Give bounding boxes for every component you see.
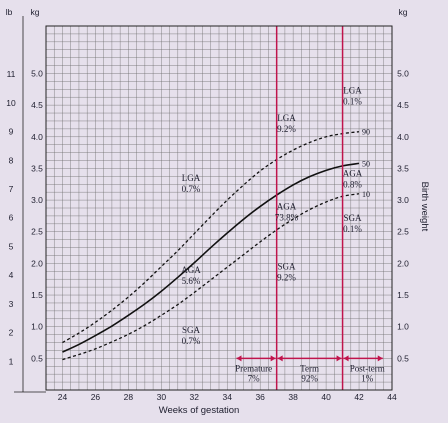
lb-tick-label: 1	[9, 356, 14, 366]
lb-tick-label: 7	[9, 184, 14, 194]
x-tick-label: 42	[354, 392, 364, 402]
classification-label: AGA	[181, 265, 201, 275]
x-tick-label: 30	[157, 392, 167, 402]
percentile-label-10: 10	[362, 190, 370, 199]
lb-tick-label: 8	[9, 155, 14, 165]
kg-tick-label-right: 3.5	[397, 163, 409, 173]
period-label: Premature	[235, 363, 272, 373]
percentile-curve-50	[62, 162, 360, 353]
lb-tick-label: 10	[6, 98, 16, 108]
kg-tick-label-right: 4.5	[397, 100, 409, 110]
percentile-curve-90	[62, 131, 360, 344]
x-tick-label: 38	[288, 392, 298, 402]
period-divider-lines	[275, 26, 344, 390]
kg-tick-label-left: 0.5	[31, 353, 43, 363]
lb-tick-label: 2	[9, 328, 14, 338]
kg-tick-label-left: 3.0	[31, 195, 43, 205]
kg-tick-label-left: 2.5	[31, 227, 43, 237]
y-axis-label: Birth weight	[419, 182, 430, 232]
kg-unit-label-right: kg	[399, 7, 408, 17]
percentile-label-50: 50	[362, 159, 370, 168]
period-arrow-head	[377, 355, 383, 362]
classification-label: LGA	[343, 86, 362, 96]
lb-tick-label: 4	[9, 270, 14, 280]
classification-label: SGA	[278, 262, 297, 272]
period-arrow-head	[336, 355, 342, 362]
kg-tick-label-left: 1.5	[31, 290, 43, 300]
x-tick-label: 28	[124, 392, 134, 402]
kg-tick-label-left: 4.5	[31, 100, 43, 110]
kg-tick-label-left: 4.0	[31, 132, 43, 142]
period-arrow-head	[236, 355, 242, 362]
kg-tick-label-right: 4.0	[397, 132, 409, 142]
x-tick-label: 40	[321, 392, 331, 402]
plot-frame	[45, 25, 393, 391]
kg-tick-label-left: 2.0	[31, 258, 43, 268]
x-tick-label: 44	[387, 392, 397, 402]
x-tick-label: 26	[91, 392, 101, 402]
period-label: 7%	[248, 373, 261, 383]
classification-label: AGA	[277, 202, 297, 212]
period-arrow-head	[277, 355, 283, 362]
classification-label: 9.2%	[277, 273, 296, 283]
grid-lines	[45, 25, 393, 391]
classification-label: 9.2%	[277, 124, 296, 134]
kg-tick-label-left: 1.0	[31, 322, 43, 332]
x-tick-label: 36	[255, 392, 265, 402]
period-label: Term	[300, 363, 319, 373]
kg-tick-label-left: 5.0	[31, 68, 43, 78]
classification-label: AGA	[343, 169, 363, 179]
kg-tick-label-right: 1.0	[397, 322, 409, 332]
x-tick-label: 32	[190, 392, 200, 402]
classification-label: LGA	[182, 173, 201, 183]
classification-label: 73.8%	[275, 213, 299, 223]
classification-label: 5.6%	[182, 276, 201, 286]
percentile-curves: 90 50 10	[62, 128, 370, 361]
kg-tick-label-right: 2.5	[397, 227, 409, 237]
x-tick-label: 34	[223, 392, 233, 402]
x-axis-label: Weeks of gestation	[159, 405, 240, 416]
kg-tick-label-right: 3.0	[397, 195, 409, 205]
kg-tick-label-right: 2.0	[397, 258, 409, 268]
x-tick-label: 24	[58, 392, 68, 402]
period-label: 92%	[301, 373, 318, 383]
lb-unit-label: lb	[6, 7, 13, 17]
lb-tick-label: 9	[9, 127, 14, 137]
classification-label: SGA	[343, 213, 362, 223]
classification-label: 0.8%	[343, 180, 362, 190]
kg-tick-label-right: 5.0	[397, 68, 409, 78]
percentile-label-90: 90	[362, 128, 370, 137]
classification-label: 0.7%	[182, 336, 201, 346]
lb-tick-label: 11	[7, 69, 16, 79]
classification-label: LGA	[277, 113, 296, 123]
period-arrow-head	[270, 355, 276, 362]
kg-unit-label-left: kg	[31, 7, 40, 17]
classification-label: 0.1%	[343, 97, 362, 107]
classification-annotations: LGA0.7%AGA5.6%SGA0.7%LGA9.2%AGA73.8%SGA9…	[181, 86, 362, 346]
kg-tick-label-right: 1.5	[397, 290, 409, 300]
classification-label: 0.1%	[343, 224, 362, 234]
kg-tick-label-right: 0.5	[397, 353, 409, 363]
classification-label: 0.7%	[182, 184, 201, 194]
lb-tick-label: 5	[9, 241, 14, 251]
lb-tick-label: 6	[9, 213, 14, 223]
period-label: 1%	[361, 373, 374, 383]
period-label: Post-term	[350, 363, 385, 373]
classification-label: SGA	[182, 325, 201, 335]
kg-tick-label-left: 3.5	[31, 163, 43, 173]
period-arrow-head	[343, 355, 349, 362]
lb-tick-label: 3	[9, 299, 14, 309]
